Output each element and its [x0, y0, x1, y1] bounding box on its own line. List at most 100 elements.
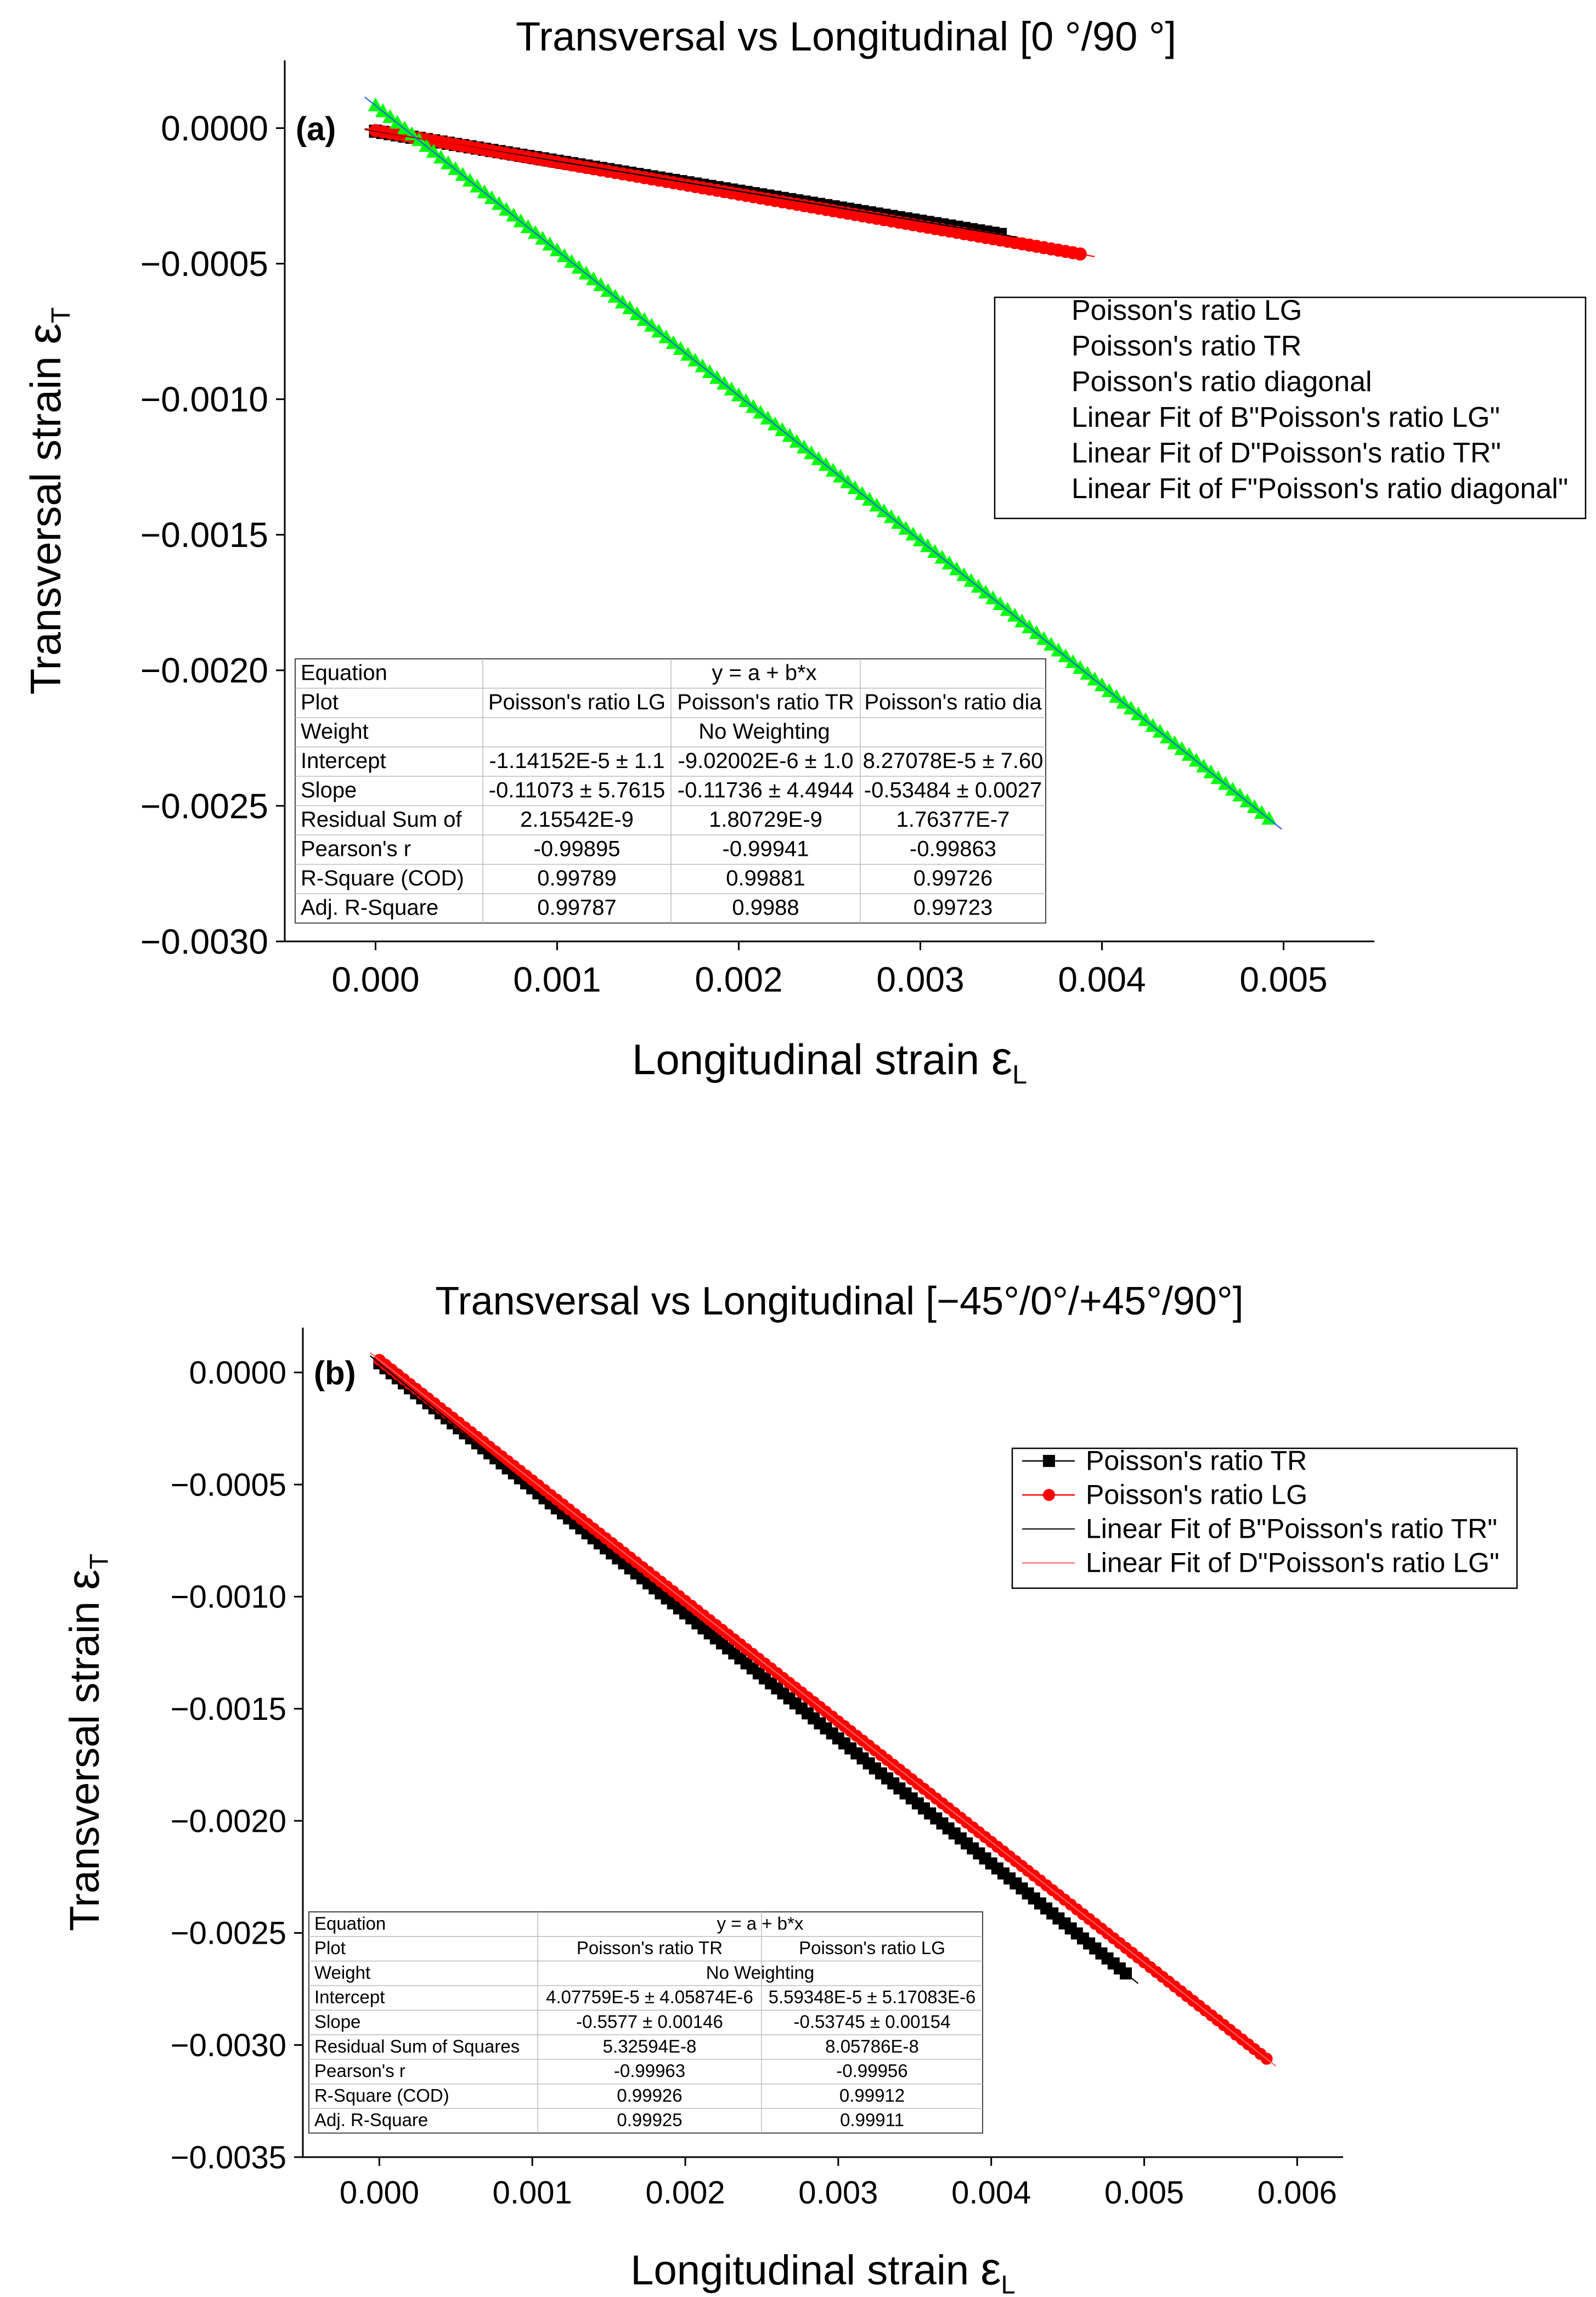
data-point: [1196, 758, 1211, 773]
x-tick-label: 0.005: [1104, 2175, 1184, 2210]
data-point: [753, 404, 769, 419]
data-point: [905, 526, 921, 541]
x-axis-label-text: Longitudinal strain: [632, 1035, 991, 1083]
data-point: [499, 201, 514, 216]
fit-line: [369, 1355, 1139, 1984]
data-point: [796, 439, 812, 454]
legend-entry: Linear Fit of B"Poisson's ratio LG": [1071, 402, 1500, 433]
data-point: [1261, 810, 1277, 825]
data-point: [673, 341, 689, 355]
table-cell: 0.99911: [840, 2110, 904, 2130]
data-point: [767, 416, 783, 431]
data-point: [527, 225, 543, 239]
data-point: [789, 433, 805, 448]
data-point: [883, 509, 899, 523]
legend-marker: [1043, 1455, 1055, 1467]
data-point: [651, 323, 667, 338]
y-axis-label-text: Transversal strain: [61, 1590, 108, 1931]
y-axis-label: Transversal strain εT: [57, 1554, 114, 1931]
y-tick-label: −0.0015: [171, 1691, 286, 1727]
table-cell: y = a + b*x: [717, 1913, 804, 1933]
data-point: [1116, 695, 1132, 709]
data-point: [1036, 631, 1052, 645]
table-cell: Weight: [314, 1962, 370, 1983]
data-point: [390, 115, 405, 129]
data-point: [1101, 683, 1117, 697]
data-point: [622, 300, 638, 314]
y-tick-label: −0.0010: [171, 1579, 286, 1615]
y-axis-label-symbol: ε: [18, 323, 71, 344]
legend-entry: Poisson's ratio TR: [1071, 330, 1301, 362]
legend-marker: [1043, 1489, 1055, 1501]
data-point: [556, 248, 572, 262]
y-axis-label-symbol: ε: [57, 1570, 109, 1590]
table-cell: -0.5577 ± 0.00146: [576, 2011, 723, 2031]
data-point: [920, 538, 935, 552]
data-point: [1210, 770, 1226, 785]
data-point: [695, 358, 710, 373]
panel-label: (a): [296, 111, 336, 148]
data-point: [709, 370, 725, 384]
data-point: [368, 97, 384, 111]
table-cell: -1.14152E-5 ± 1.1: [489, 749, 665, 773]
table-cell: Adj. R-Square: [314, 2110, 428, 2130]
table-cell: -0.99941: [723, 837, 809, 861]
data-point: [419, 138, 434, 152]
table-cell: 1.80729E-9: [709, 808, 822, 832]
data-point: [1254, 805, 1270, 819]
data-point: [578, 266, 594, 280]
y-tick-label: 0.0000: [161, 109, 268, 148]
data-point: [1232, 787, 1248, 802]
x-axis-label-subscript: L: [1001, 2270, 1016, 2297]
table-cell: Poisson's ratio TR: [577, 1938, 723, 1958]
data-point: [912, 532, 928, 546]
x-tick-label: 0.003: [876, 960, 964, 1000]
fit-table-border: [295, 658, 1046, 924]
data-point: [731, 387, 747, 402]
table-cell: Slope: [301, 778, 357, 803]
table-cell: -0.53484 ± 0.0027: [864, 778, 1042, 803]
legend-entry: Poisson's ratio TR: [1086, 1446, 1307, 1476]
data-point: [818, 457, 834, 471]
table-cell: Poisson's ratio LG: [488, 690, 666, 714]
data-point: [629, 306, 645, 320]
x-tick-label: 0.002: [695, 960, 782, 1000]
y-tick-label: −0.0035: [171, 2140, 286, 2175]
data-point: [1044, 636, 1059, 651]
y-axis-label: Transversal strain εT: [18, 307, 76, 695]
table-cell: 1.76377E-7: [896, 808, 1010, 832]
data-point: [1181, 747, 1197, 761]
series-poisson-s-ratio-diagonal: [368, 97, 1277, 825]
data-point: [992, 596, 1008, 611]
y-tick-label: −0.0005: [140, 244, 268, 284]
data-point: [971, 579, 986, 593]
y-axis-label-subscript: T: [84, 1554, 114, 1570]
data-point: [455, 167, 471, 181]
x-tick-label: 0.006: [1257, 2175, 1337, 2210]
x-tick-label: 0.000: [331, 960, 419, 1000]
data-point: [520, 219, 536, 233]
x-tick-label: 0.001: [493, 2175, 572, 2210]
data-point: [1051, 642, 1066, 657]
y-tick-label: −0.0030: [140, 922, 268, 961]
data-point: [666, 335, 681, 349]
table-cell: Residual Sum of Squares: [314, 2036, 520, 2056]
legend-entry: Linear Fit of B"Poisson's ratio TR": [1086, 1514, 1497, 1544]
table-cell: Weight: [301, 720, 369, 744]
table-cell: Intercept: [301, 749, 386, 773]
data-point: [1203, 764, 1219, 778]
legend: Poisson's ratio LG Poisson's ratio TR Pois…: [994, 295, 1587, 520]
data-point: [382, 109, 398, 123]
table-cell: 2.15542E-9: [520, 808, 634, 832]
table-cell: R-Square (COD): [301, 866, 464, 890]
data-point: [760, 410, 776, 425]
data-point: [433, 149, 449, 164]
data-point: [426, 144, 442, 158]
table-cell: -0.11736 ± 4.4944: [678, 778, 854, 803]
table-cell: Residual Sum of: [301, 808, 462, 832]
chart-panel-b: Transversal vs Longitudinal [−45°/0°/+45…: [57, 1279, 1518, 2297]
x-axis-label-text: Longitudinal strain: [630, 2247, 980, 2294]
fit-table: Equation y = a + b*x Plot Poisson's ratio T…: [308, 1911, 983, 2134]
table-cell: -9.02002E-6 ± 1.0: [678, 749, 854, 773]
legend-box: [994, 296, 1587, 520]
